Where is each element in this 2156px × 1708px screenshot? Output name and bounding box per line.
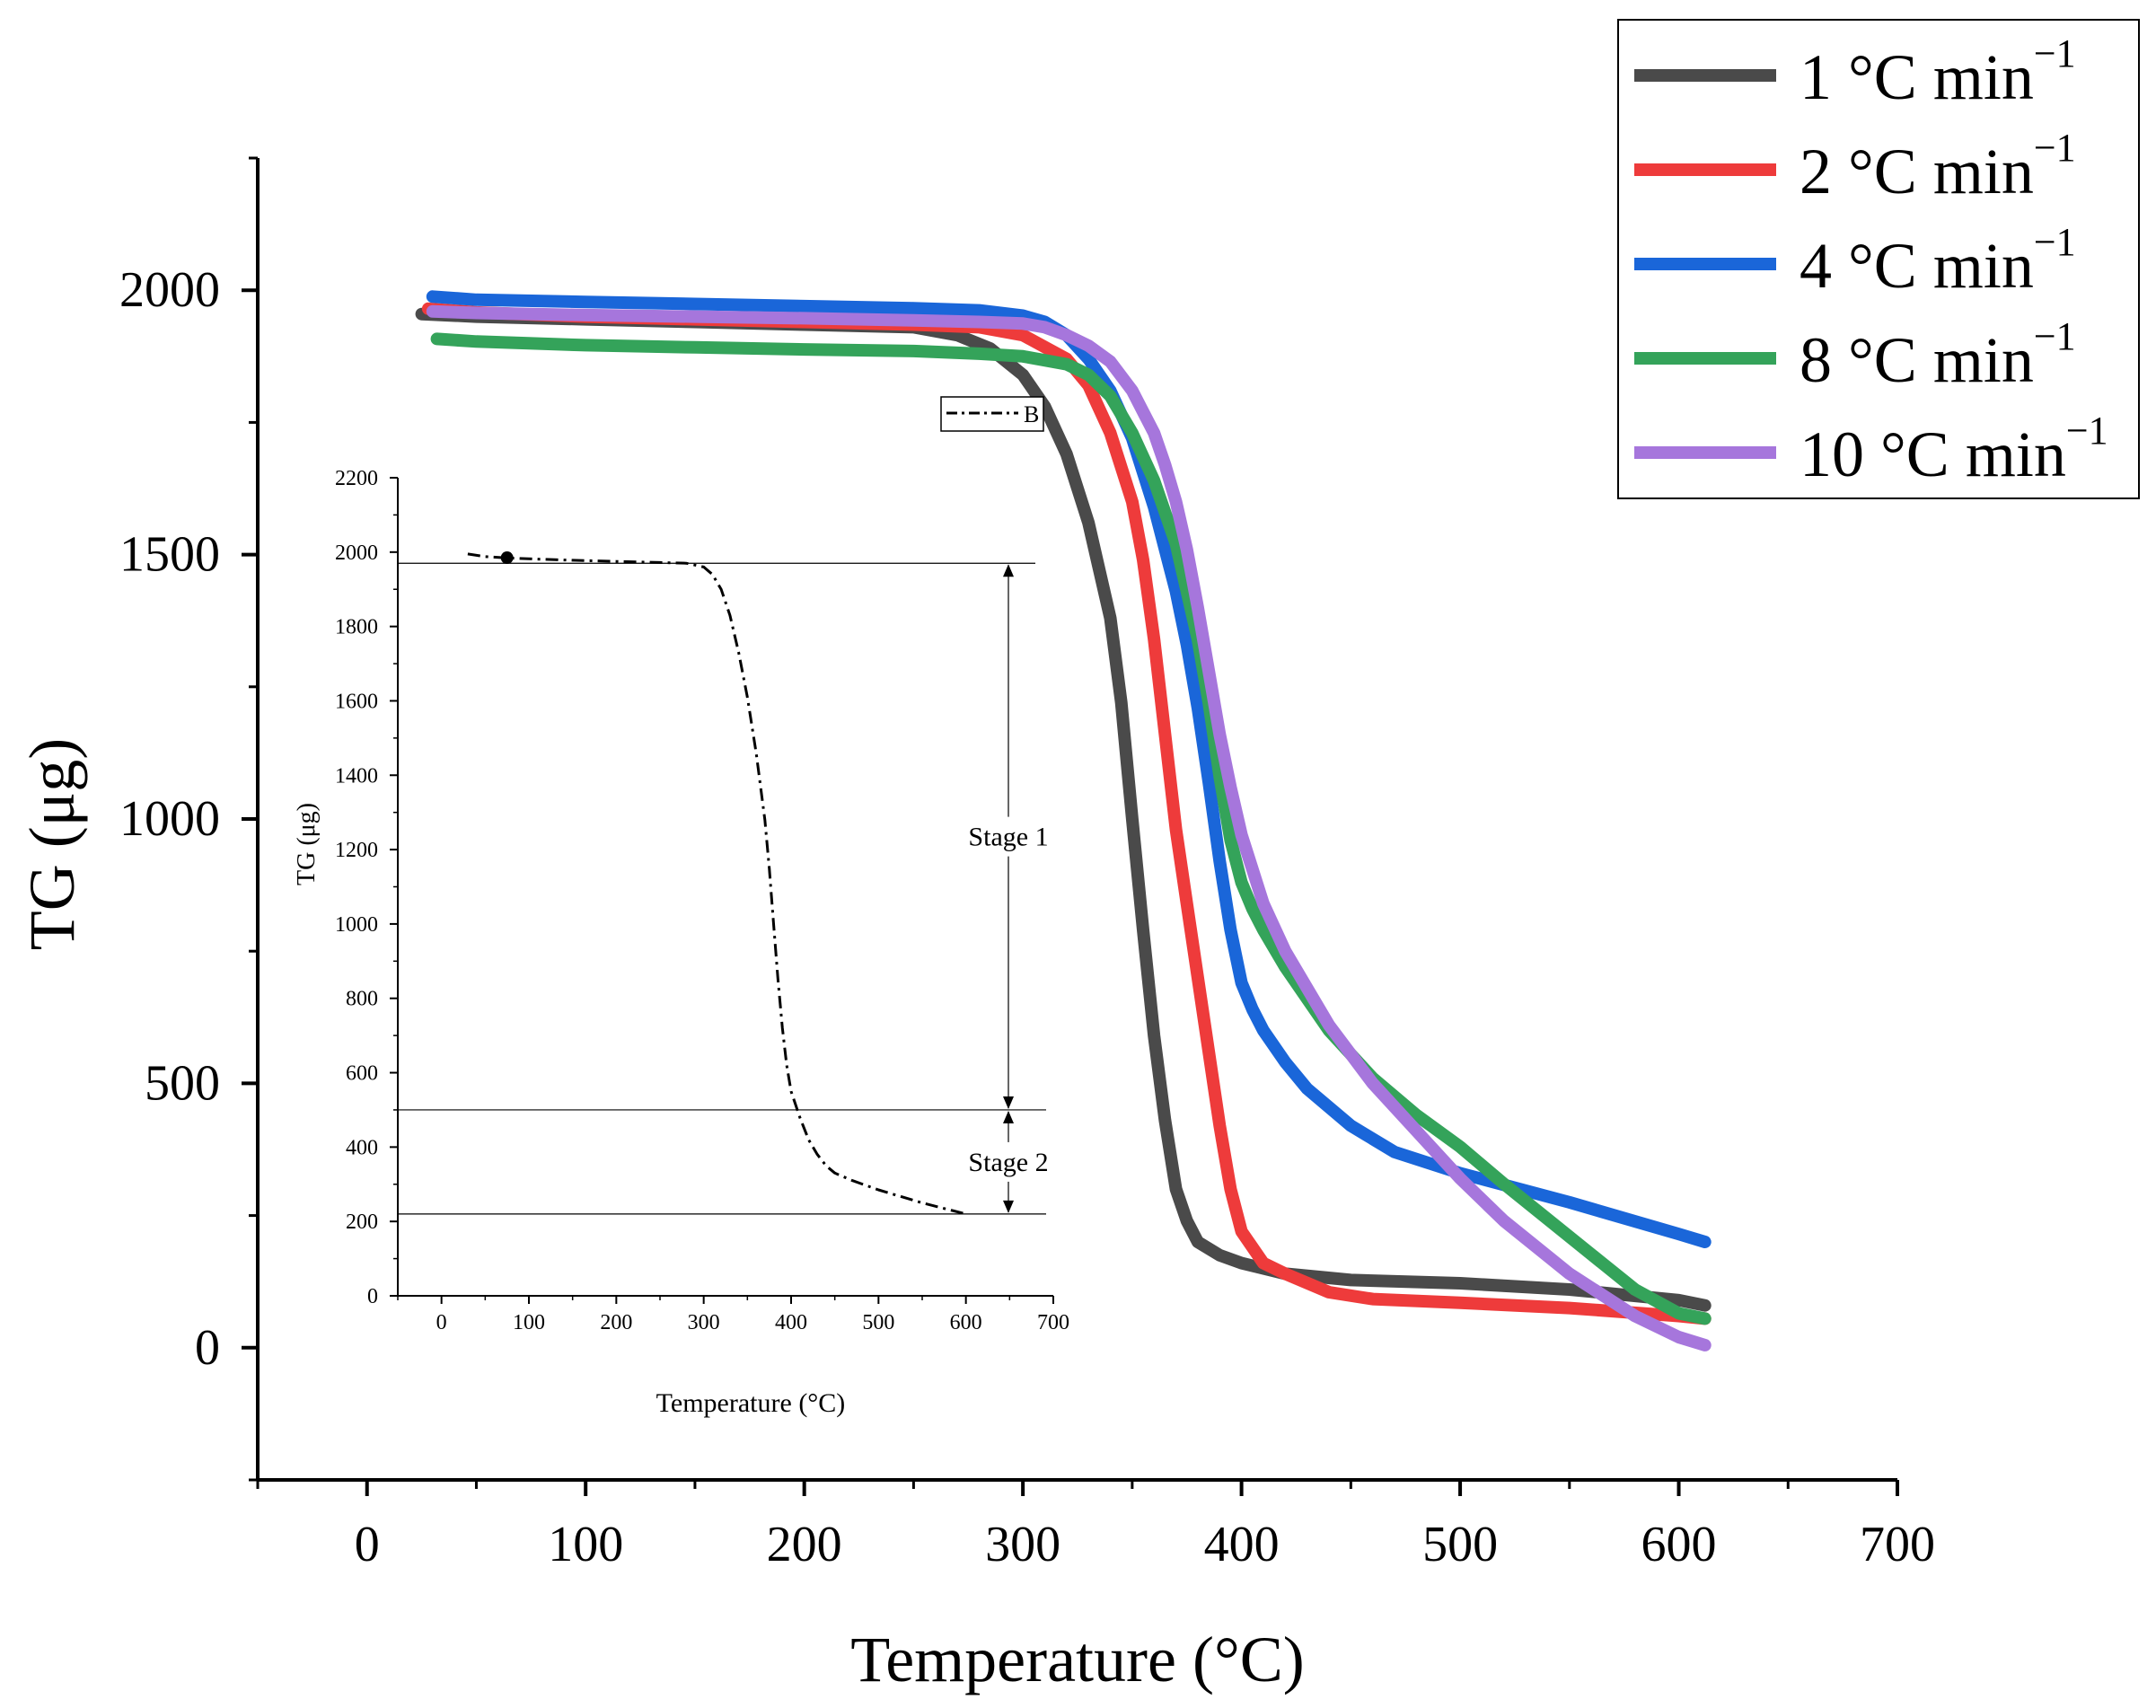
legend-superscript-2: −1 [2034,126,2076,170]
inset-x-tick-label: 300 [688,1311,720,1334]
main-x-tick-label: 500 [1422,1517,1498,1572]
inset-y-tick-label: 2000 [335,541,378,565]
stage-arrowhead [1003,564,1014,577]
legend-label-5: 10 °C min−1 [1800,409,2108,490]
inset-y-tick-label: 1200 [335,839,378,862]
legend-superscript-3: −1 [2034,220,2076,264]
main-y-tick-label: 1000 [119,791,220,847]
inset-y-axis-label: TG (μg) [293,803,321,885]
stage-arrowhead [1003,1110,1014,1123]
inset-y-tick-label: 800 [346,988,378,1011]
inset-x-tick-label: 0 [436,1311,447,1334]
inset-y-tick-label: 400 [346,1136,378,1159]
legend-label-1: 1 °C min−1 [1800,31,2076,113]
legend-superscript-4: −1 [2034,314,2076,358]
inset-y-tick-label: 1400 [335,764,378,788]
inset-y-tick-label: 0 [367,1285,378,1308]
inset-x-tick-label: 400 [775,1311,807,1334]
legend-superscript-5: −1 [2066,409,2108,453]
inset-y-tick-label: 1800 [335,616,378,639]
inset-y-tick-label: 2200 [335,467,378,490]
series-line-5 [426,304,1712,1351]
inset-ticks: 0 100 200 300 400 500 600 700 0 200 400 600 800 1000 1… [335,467,1069,1334]
main-series [415,290,1712,1351]
inset-legend-label: B [1024,401,1039,427]
main-y-tick-label: 500 [145,1055,220,1111]
stage-2-label: Stage 2 [968,1148,1048,1177]
inset-data-marker [500,551,514,565]
inset-x-tick-label: 500 [862,1311,894,1334]
stage-arrowhead [1003,1200,1014,1213]
stage-1-annotation: Stage 1 [968,564,1049,1109]
inset-series-line-1 [467,552,967,1216]
inset-x-tick-label: 200 [600,1311,632,1334]
series-line-3 [426,290,1712,1248]
inset-x-axis-label: Temperature (°C) [656,1388,846,1418]
inset-y-tick-label: 1600 [335,690,378,713]
main-x-axis-label: Temperature (°C) [850,1624,1305,1695]
inset-legend: B [940,396,1044,432]
inset-y-tick-label: 1000 [335,913,378,937]
inset-x-tick-label: 600 [950,1311,982,1334]
main-x-tick-label: 400 [1204,1517,1280,1572]
main-x-tick-label: 300 [985,1517,1060,1572]
stage-1-label: Stage 1 [968,823,1048,852]
inset-reference-lines: Stage 1 Stage 2 [398,562,1049,1215]
main-x-tick-label: 600 [1641,1517,1717,1572]
inset-y-tick-label: 200 [346,1211,378,1234]
main-y-tick-label: 2000 [119,262,220,318]
legend-label-3: 4 °C min−1 [1800,220,2076,302]
inset-plot: 0 100 200 300 400 500 600 700 0 200 400 600 800 1000 1… [293,467,1069,1418]
legend-superscript-1: −1 [2034,31,2076,75]
inset-y-tick-label: 600 [346,1062,378,1086]
main-x-tick-label: 200 [767,1517,842,1572]
inset-x-tick-label: 100 [513,1311,545,1334]
main-y-axis-label: TG (μg) [16,738,88,951]
main-x-tick-label: 100 [548,1517,623,1572]
main-y-tick-label: 0 [195,1320,220,1376]
inset-x-tick-label: 700 [1037,1311,1069,1334]
stage-2-annotation: Stage 2 [968,1110,1049,1213]
legend-label-4: 8 °C min−1 [1800,314,2076,396]
main-legend: 1 °C min−1 2 °C min−1 4 °C min−1 8 °C min−1… [1617,19,2140,499]
stage-arrowhead [1003,1096,1014,1109]
inset-series [467,551,967,1216]
main-x-tick-label: 0 [355,1517,380,1572]
main-x-tick-label: 700 [1860,1517,1935,1572]
legend-label-2: 2 °C min−1 [1800,126,2076,207]
main-y-tick-label: 1500 [119,527,220,583]
